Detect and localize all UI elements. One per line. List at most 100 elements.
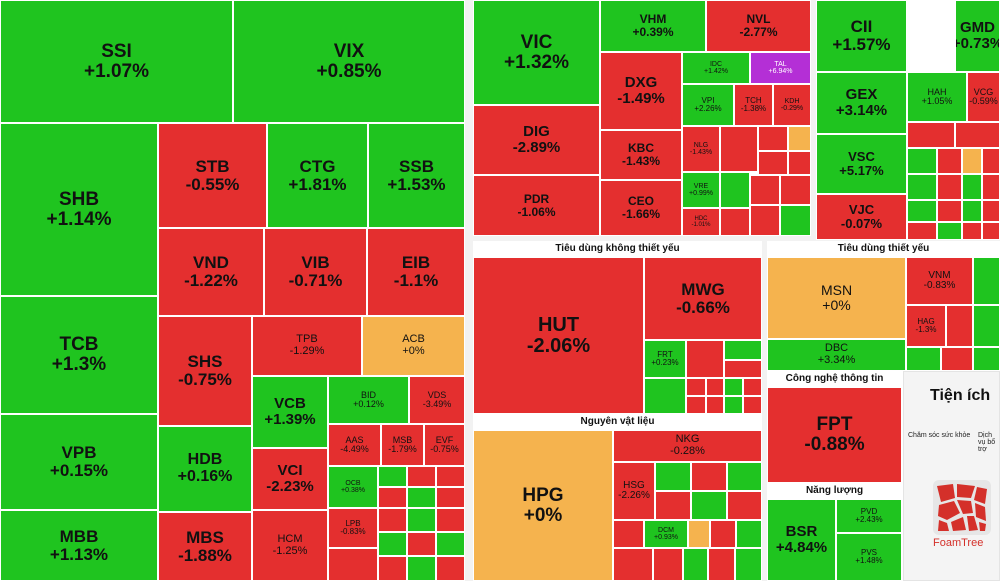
stock-tile-dig[interactable]: DIG -2.89% bbox=[473, 105, 600, 175]
stock-tile-idc[interactable]: IDC +1.42% bbox=[682, 52, 750, 84]
stock-tile-pvd[interactable]: PVD +2.43% bbox=[836, 499, 902, 533]
minor-stock-cell[interactable] bbox=[708, 548, 735, 581]
stock-tile-evf[interactable]: EVF -0.75% bbox=[424, 424, 465, 466]
minor-stock-cell[interactable] bbox=[962, 200, 982, 222]
stock-tile-acb[interactable]: ACB +0% bbox=[362, 316, 465, 376]
minor-stock-cell[interactable] bbox=[750, 175, 780, 205]
stock-tile-hut[interactable]: HUT -2.06% bbox=[473, 257, 644, 414]
minor-stock-cell[interactable] bbox=[686, 340, 724, 378]
stock-tile-vnm[interactable]: VNM -0.83% bbox=[906, 257, 973, 305]
minor-stock-cell[interactable] bbox=[436, 508, 465, 532]
minor-stock-cell[interactable] bbox=[436, 532, 465, 556]
stock-tile-mwg[interactable]: MWG -0.66% bbox=[644, 257, 762, 340]
stock-tile-vpb[interactable]: VPB +0.15% bbox=[0, 414, 158, 510]
stock-tile-nvl[interactable]: NVL -2.77% bbox=[706, 0, 811, 52]
stock-tile-pdr[interactable]: PDR -1.06% bbox=[473, 175, 600, 236]
stock-tile-fpt[interactable]: FPT -0.88% bbox=[767, 387, 902, 483]
minor-stock-cell[interactable] bbox=[973, 347, 1000, 371]
minor-stock-cell[interactable] bbox=[937, 148, 962, 174]
minor-stock-cell[interactable] bbox=[407, 532, 436, 556]
stock-tile-hpg[interactable]: HPG +0% bbox=[473, 430, 613, 581]
minor-stock-cell[interactable] bbox=[907, 122, 955, 148]
minor-stock-cell[interactable] bbox=[436, 556, 465, 581]
stock-tile-vjc[interactable]: VJC -0.07% bbox=[816, 194, 907, 240]
minor-stock-cell[interactable] bbox=[644, 378, 686, 414]
stock-tile-gmd[interactable]: GMD+0.73% bbox=[955, 0, 1000, 72]
minor-stock-cell[interactable] bbox=[962, 174, 982, 200]
stock-tile-pvs[interactable]: PVS +1.48% bbox=[836, 533, 902, 581]
minor-stock-cell[interactable] bbox=[407, 508, 436, 532]
minor-stock-cell[interactable] bbox=[743, 396, 762, 414]
stock-tile-vsc[interactable]: VSC +5.17% bbox=[816, 134, 907, 194]
stock-tile-dcm[interactable]: DCM +0.93% bbox=[644, 520, 688, 548]
minor-stock-cell[interactable] bbox=[973, 305, 1000, 347]
minor-stock-cell[interactable] bbox=[720, 172, 750, 208]
stock-tile-vpi[interactable]: VPI +2.26% bbox=[682, 84, 734, 126]
minor-stock-cell[interactable] bbox=[907, 200, 937, 222]
stock-tile-vds[interactable]: VDS -3.49% bbox=[409, 376, 465, 424]
stock-tile-vib[interactable]: VIB -0.71% bbox=[264, 228, 367, 316]
minor-stock-cell[interactable] bbox=[735, 548, 762, 581]
minor-stock-cell[interactable] bbox=[736, 520, 762, 548]
stock-tile-eib[interactable]: EIB -1.1% bbox=[367, 228, 465, 316]
minor-stock-cell[interactable] bbox=[962, 222, 982, 240]
minor-stock-cell[interactable] bbox=[982, 222, 1000, 240]
stock-tile-bsr[interactable]: BSR +4.84% bbox=[767, 499, 836, 581]
stock-tile-hcm[interactable]: HCM -1.25% bbox=[252, 510, 328, 581]
minor-stock-cell[interactable] bbox=[710, 520, 736, 548]
stock-tile-cii[interactable]: CII +1.57% bbox=[816, 0, 907, 72]
minor-stock-cell[interactable] bbox=[724, 340, 762, 360]
minor-stock-cell[interactable] bbox=[937, 200, 962, 222]
minor-stock-cell[interactable] bbox=[407, 556, 436, 581]
minor-stock-cell[interactable] bbox=[743, 378, 762, 396]
stock-tile-hdc[interactable]: HDC -1.01% bbox=[682, 208, 720, 236]
minor-stock-cell[interactable] bbox=[937, 222, 962, 240]
minor-stock-cell[interactable] bbox=[788, 151, 811, 175]
minor-stock-cell[interactable] bbox=[706, 396, 724, 414]
minor-stock-cell[interactable] bbox=[727, 491, 762, 520]
stock-tile-vcg[interactable]: VCG -0.59% bbox=[967, 72, 1000, 122]
minor-stock-cell[interactable] bbox=[686, 378, 706, 396]
minor-stock-cell[interactable] bbox=[907, 222, 937, 240]
stock-tile-vci[interactable]: VCI -2.23% bbox=[252, 448, 328, 510]
minor-stock-cell[interactable] bbox=[378, 466, 407, 487]
minor-stock-cell[interactable] bbox=[407, 487, 436, 508]
minor-stock-cell[interactable] bbox=[982, 148, 1000, 174]
stock-tile-tch[interactable]: TCH -1.38% bbox=[734, 84, 773, 126]
stock-tile-ssi[interactable]: SSI +1.07% bbox=[0, 0, 233, 123]
minor-stock-cell[interactable] bbox=[613, 520, 644, 548]
minor-stock-cell[interactable] bbox=[758, 151, 788, 175]
stock-tile-ssb[interactable]: SSB +1.53% bbox=[368, 123, 465, 228]
stock-tile-lpb[interactable]: LPB -0.83% bbox=[328, 508, 378, 548]
stock-tile-hah[interactable]: HAH +1.05% bbox=[907, 72, 967, 122]
stock-tile-vix[interactable]: VIX +0.85% bbox=[233, 0, 465, 123]
stock-tile-msn[interactable]: MSN +0% bbox=[767, 257, 906, 339]
stock-tile-kdh[interactable]: KDH -0.29% bbox=[773, 84, 811, 126]
stock-tile-tal[interactable]: TAL +6.94% bbox=[750, 52, 811, 84]
stock-tile-nlg[interactable]: NLG -1.43% bbox=[682, 126, 720, 172]
minor-stock-cell[interactable] bbox=[907, 148, 937, 174]
stock-tile-shs[interactable]: SHS -0.75% bbox=[158, 316, 252, 426]
stock-tile-tpb[interactable]: TPB -1.29% bbox=[252, 316, 362, 376]
minor-stock-cell[interactable] bbox=[937, 174, 962, 200]
stock-tile-kbc[interactable]: KBC -1.43% bbox=[600, 130, 682, 180]
stock-tile-ceo[interactable]: CEO -1.66% bbox=[600, 180, 682, 236]
minor-stock-cell[interactable] bbox=[691, 462, 727, 491]
minor-stock-cell[interactable] bbox=[378, 556, 407, 581]
minor-stock-cell[interactable] bbox=[724, 360, 762, 378]
minor-stock-cell[interactable] bbox=[780, 175, 811, 205]
minor-stock-cell[interactable] bbox=[328, 548, 378, 581]
minor-stock-cell[interactable] bbox=[724, 378, 743, 396]
minor-stock-cell[interactable] bbox=[378, 508, 407, 532]
stock-tile-dbc[interactable]: DBC +3.34% bbox=[767, 339, 906, 371]
minor-stock-cell[interactable] bbox=[941, 347, 973, 371]
minor-stock-cell[interactable] bbox=[688, 520, 710, 548]
minor-stock-cell[interactable] bbox=[720, 126, 758, 172]
minor-stock-cell[interactable] bbox=[407, 466, 436, 487]
stock-tile-ctg[interactable]: CTG +1.81% bbox=[267, 123, 368, 228]
minor-stock-cell[interactable] bbox=[655, 462, 691, 491]
minor-stock-cell[interactable] bbox=[706, 378, 724, 396]
stock-tile-vnd[interactable]: VND -1.22% bbox=[158, 228, 264, 316]
minor-stock-cell[interactable] bbox=[788, 126, 811, 151]
stock-tile-vcb[interactable]: VCB +1.39% bbox=[252, 376, 328, 448]
